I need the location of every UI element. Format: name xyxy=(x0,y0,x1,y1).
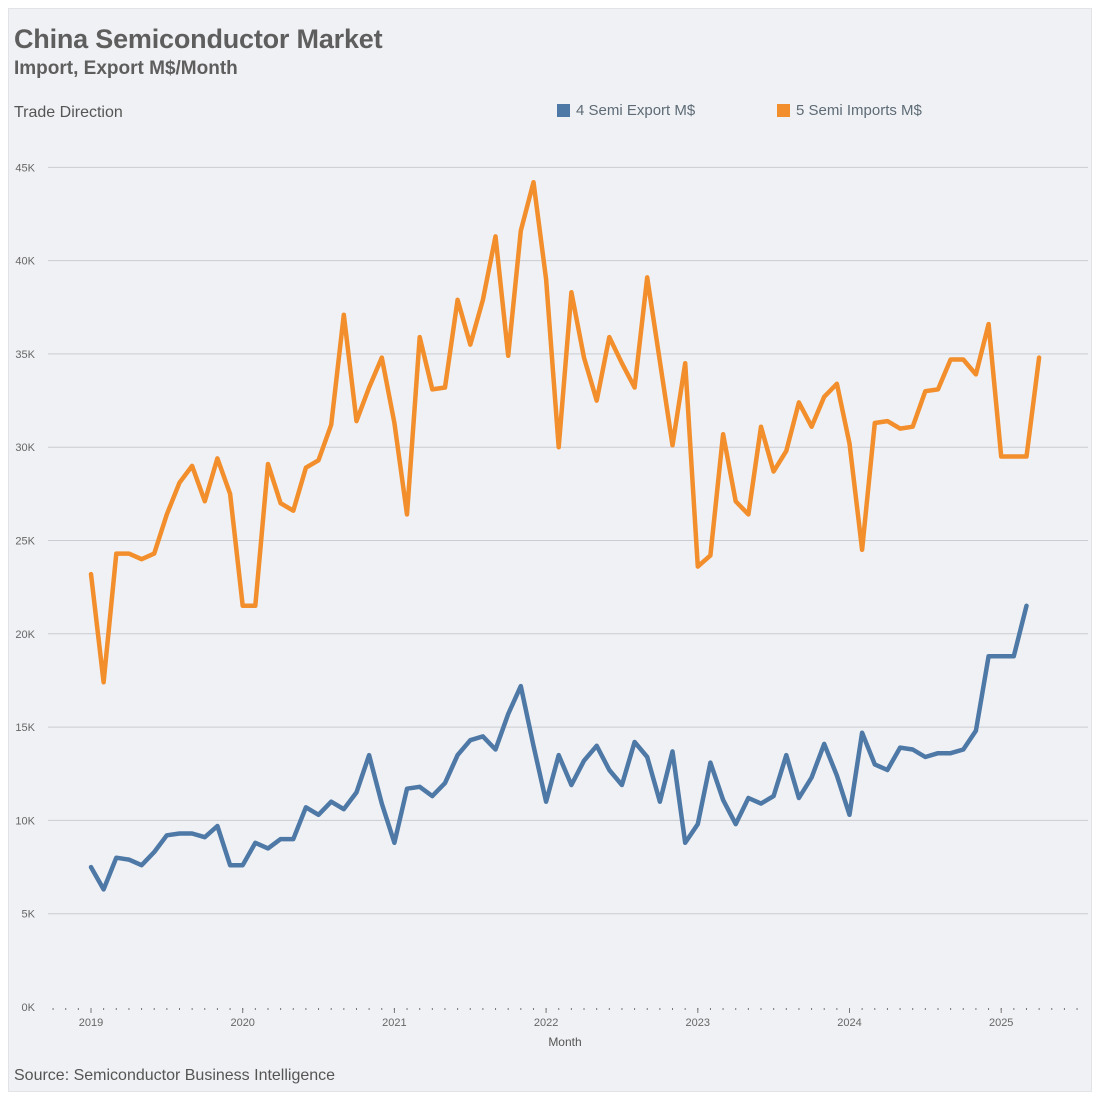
chart-subtitle: Import, Export M$/Month xyxy=(14,58,238,79)
y-tick-label: 30K xyxy=(15,442,35,454)
series-line-export xyxy=(88,603,1029,892)
x-tick-label: 2021 xyxy=(382,1017,406,1029)
x-axis-label: Month xyxy=(548,1035,581,1049)
y-tick-label: 15K xyxy=(15,722,35,734)
legend-label-export: 4 Semi Export M$ xyxy=(576,102,696,119)
y-tick-label: 0K xyxy=(22,1002,36,1014)
legend-item-imports[interactable]: 5 Semi Imports M$ xyxy=(777,102,922,119)
chart-title: China Semiconductor Market xyxy=(14,24,383,54)
legend-label-imports: 5 Semi Imports M$ xyxy=(796,102,922,119)
legend-swatch-export xyxy=(557,104,570,117)
x-tick-label: 2023 xyxy=(686,1017,710,1029)
source-note: Source: Semiconductor Business Intellige… xyxy=(14,1067,336,1084)
legend-swatch-imports xyxy=(777,104,790,117)
y-tick-label: 20K xyxy=(15,629,35,641)
x-tick-label: 2025 xyxy=(989,1017,1013,1029)
y-tick-label: 40K xyxy=(15,256,35,268)
legend-item-export[interactable]: 4 Semi Export M$ xyxy=(557,102,695,119)
x-tick-label: 2019 xyxy=(79,1017,103,1029)
x-tick-label: 2024 xyxy=(837,1017,861,1029)
chart-panel xyxy=(8,8,1092,1092)
legend-title: Trade Direction xyxy=(14,104,123,121)
y-tick-label: 5K xyxy=(22,909,36,921)
series-line-imports xyxy=(88,179,1042,685)
x-tick-label: 2022 xyxy=(534,1017,558,1029)
x-tick-label: 2020 xyxy=(230,1017,254,1029)
y-tick-label: 10K xyxy=(15,815,35,827)
y-tick-label: 45K xyxy=(15,162,35,174)
y-tick-label: 25K xyxy=(15,536,35,548)
y-tick-label: 35K xyxy=(15,349,35,361)
